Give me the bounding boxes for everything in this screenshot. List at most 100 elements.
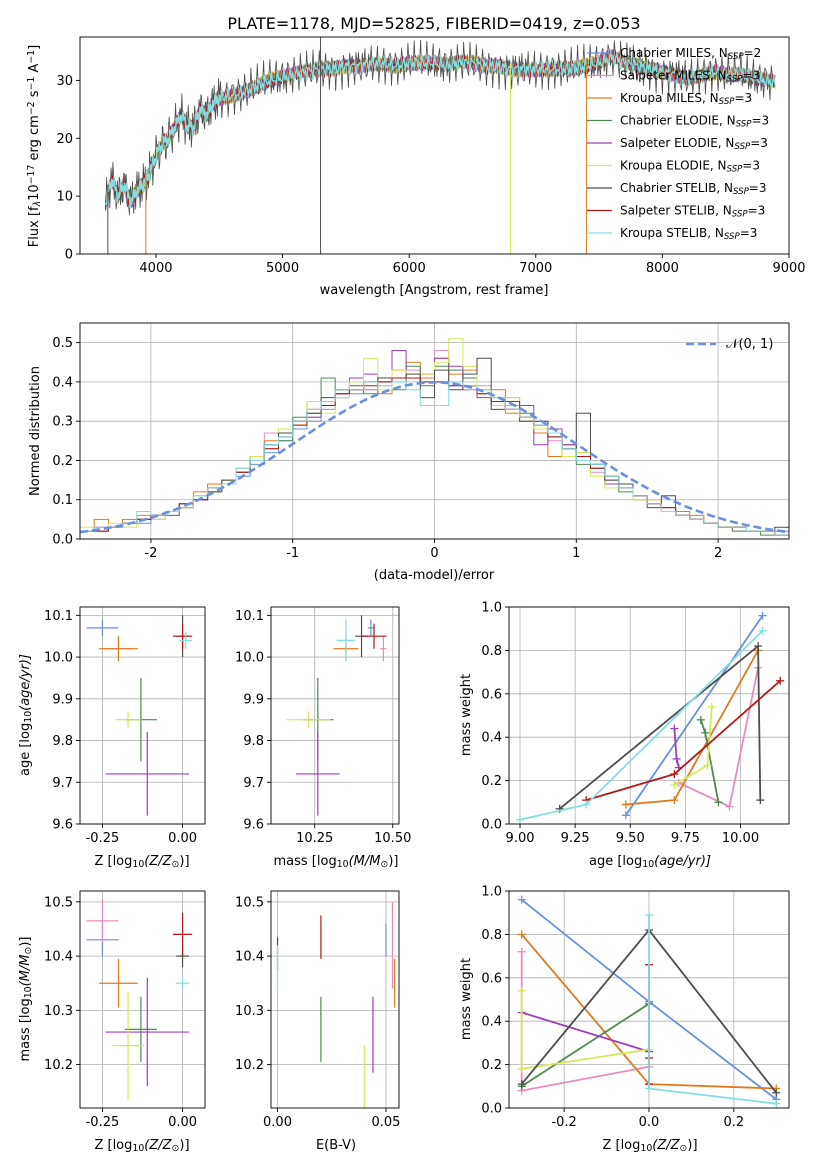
label-part: age [log: [18, 723, 33, 776]
tick-label-y: 9.7: [243, 776, 264, 791]
label-part: SSP: [724, 232, 741, 242]
weight-line-chabrier_elodie: [521, 1003, 650, 1088]
label-part: =3: [740, 226, 758, 240]
plot-area: [86, 615, 193, 816]
label-part: (M/M: [349, 854, 381, 869]
panel-weight_vs_Z: -0.2 0.0 0.2 0.0 0.2 0.4 0.6 0.8 1.0 Z [log10(Z/Z…: [459, 885, 790, 1154]
label-part: Kroupa STELIB, N: [620, 226, 724, 240]
plot-area: [517, 895, 781, 1108]
errorbar-point-kroupa_miles: [99, 958, 138, 1008]
tick-label-y: 0.1: [52, 493, 73, 508]
legend-entry: Kroupa ELODIE, NSSP=3: [620, 159, 760, 175]
weight-line-kroupa_stelib: [648, 914, 777, 1105]
tick-label-y: 10.2: [235, 1058, 264, 1073]
tick-label-y: 10.5: [235, 895, 264, 910]
weight-line-kroupa_elodie: [520, 990, 650, 1070]
tick-label-y: 0.6: [481, 971, 502, 986]
legend-entry: Chabrier ELODIE, NSSP=3: [620, 114, 769, 130]
tick-label-y: 10.2: [44, 1058, 73, 1073]
tick-label-x: 4000: [139, 261, 172, 276]
label-part: (age/yr)]: [18, 654, 33, 711]
tick-label-x: 9.00: [506, 831, 535, 846]
tick-label-y: 9.8: [243, 734, 264, 749]
label-part: SSP: [733, 187, 750, 197]
errorbar-point-chabrier_elodie: [124, 996, 157, 1062]
tick-label-y: 10.3: [44, 1004, 73, 1019]
label-part: −1: [26, 77, 37, 91]
label-part: 10: [642, 859, 654, 870]
label-part: −2: [26, 101, 37, 115]
label-part: SSP: [727, 165, 744, 175]
x-axis-label: Z [log10(Z/Z⊙)]: [602, 1138, 697, 1154]
tick-label-x: 9.25: [561, 831, 590, 846]
errorbar-point-salpeter_elodie: [105, 977, 189, 1087]
panel-residuals: -2 -1 0 1 2 0.0 0.1 0.2 0.3 0.4 0.5 𝒩(0, 1) (data-mo…: [28, 322, 790, 583]
tick-label-y: 0.6: [481, 687, 502, 702]
label-part: Flux [f: [27, 206, 42, 247]
label-part: ⊙: [23, 947, 34, 955]
weight-line-chabrier_stelib: [559, 645, 762, 810]
panel-age_vs_Z: -0.25 0.009.69.79.89.910.010.1Z [log10(Z/…: [18, 606, 206, 870]
label-part: Z [log: [94, 854, 132, 869]
tick-label-x: -0.25: [86, 831, 120, 846]
label-part: Normed distribution: [28, 366, 43, 496]
label-part: SSP: [719, 97, 736, 107]
legend-entry: Salpeter STELIB, NSSP=3: [620, 204, 765, 220]
label-part: −1: [26, 50, 37, 64]
tick-label-y: 20: [56, 132, 73, 147]
errorbar-point-salpeter_elodie: [295, 732, 340, 816]
label-part: Chabrier ELODIE, N: [620, 114, 736, 128]
errorbar-point-salpeter_stelib: [172, 623, 193, 649]
label-part: )]: [687, 1138, 697, 1153]
tick-label-x: 9.50: [616, 831, 645, 846]
axes-frame: [79, 890, 206, 1109]
tick-label-y: 9.9: [52, 692, 73, 707]
label-part: mass weight: [459, 674, 474, 756]
axes-frame: [270, 890, 400, 1109]
tick-label-y: 10.0: [44, 651, 73, 666]
errorbar-point-kroupa_elodie: [286, 711, 331, 729]
label-part: =3: [748, 204, 766, 218]
panel-spectrum: 4000 5000 6000 7000 8000 9000 0 10 20 30 Chabrier …: [26, 36, 806, 298]
axes-frame: [270, 606, 400, 825]
legend-entry: Chabrier STELIB, NSSP=3: [620, 181, 767, 197]
legend-entry: Salpeter MILES, NSSP=3: [620, 69, 760, 85]
tick-label-y: 0.0: [481, 818, 502, 833]
y-axis-label: mass weight: [459, 674, 474, 756]
tick-label-y: 0.4: [52, 375, 73, 390]
x-axis-label: (data-model)/error: [374, 568, 495, 583]
x-axis-label: Z [log10(Z/Z⊙)]: [94, 854, 189, 870]
tick-label-y: 9.9: [243, 692, 264, 707]
label-part: Chabrier STELIB, N: [620, 181, 733, 195]
label-part: mass weight: [459, 958, 474, 1040]
tick-label-x: 9.75: [671, 831, 700, 846]
tick-label-x: -0.2: [551, 1115, 576, 1130]
label-part: ⊙: [380, 859, 388, 870]
tick-label-x: 5000: [266, 261, 299, 276]
tick-label-y: 0.3: [52, 415, 73, 430]
plot-area: [80, 338, 789, 536]
label-part: mass [log: [274, 854, 337, 869]
plot-area: [516, 611, 785, 824]
label-part: Salpeter ELODIE, N: [620, 136, 734, 150]
tick-label-y: 9.6: [52, 818, 73, 833]
tick-label-x: 0.00: [263, 1115, 292, 1130]
normal-curve: [80, 380, 789, 534]
label-part: 10: [27, 184, 42, 201]
tick-label-y: 10: [56, 190, 73, 205]
label-part: s: [27, 90, 42, 101]
x-axis-label: age [log10(age/yr)]: [589, 854, 711, 870]
y-axis-label: mass [log10(M/M⊙)]: [18, 937, 34, 1062]
tick-label-x: 10.25: [296, 831, 333, 846]
label-part: age [log: [589, 854, 642, 869]
tick-label-x: 0.05: [372, 1115, 401, 1130]
label-part: Chabrier MILES, N: [620, 46, 728, 60]
axes-frame: [508, 890, 790, 1109]
label-part: erg cm: [27, 115, 42, 164]
label-part: A: [27, 64, 42, 77]
tick-label-y: 0.4: [481, 1015, 502, 1030]
label-part: )]: [179, 1138, 189, 1153]
tick-label-y: 10.4: [235, 950, 264, 965]
spectrum-line-kroupa_stelib: [104, 50, 776, 209]
